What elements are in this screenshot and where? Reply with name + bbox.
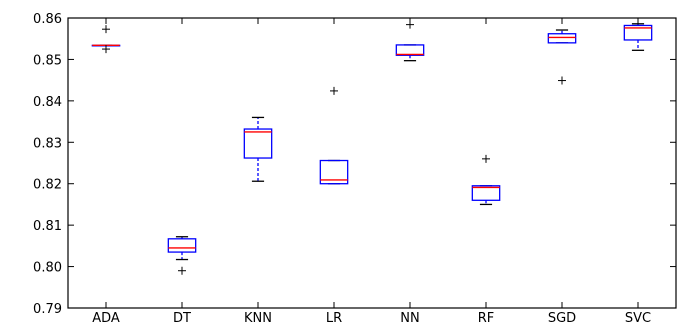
flier-point [482,154,490,163]
box-svc [623,23,653,51]
x-tick-label: RF [478,311,495,324]
axes-frame [67,17,677,309]
flier-point [558,76,566,85]
y-tick-label: 0.85 [33,53,62,68]
box-dt [167,236,197,275]
flier-point [178,266,186,275]
box-iqr [623,24,653,41]
flier-point [102,25,110,34]
box-iqr [547,33,577,44]
x-tick-label: LR [326,311,342,324]
axes: 0.79 0.80 0.81 0.82 0.83 0.84 0.85 0.86 ADA DT KNN… [33,12,677,324]
y-tick-label: 0.84 [33,95,62,110]
box-lr [319,86,349,185]
x-tick-label: KNN [244,311,272,324]
plot-area [91,20,653,275]
x-tick-label: ADA [92,311,120,324]
y-tick-label: 0.83 [33,136,62,151]
flier-point [102,45,110,54]
y-tick-label: 0.82 [33,178,62,193]
box-knn [243,116,273,182]
x-tick-label: SGD [548,311,576,324]
box-ada [91,25,121,54]
box-iqr [395,44,425,56]
box-rf [471,154,501,206]
box-iqr [167,238,197,253]
y-tick-label: 0.81 [33,219,62,234]
y-tick-label: 0.80 [33,261,62,276]
flier-point [330,86,338,95]
box-iqr [319,159,349,185]
x-tick-label: DT [173,311,191,324]
box-nn [395,20,425,62]
box-iqr [471,185,501,201]
y-tick-label: 0.86 [33,12,62,27]
x-tick-label: NN [400,311,419,324]
y-tick-label: 0.79 [33,302,62,317]
box-sgd [547,29,577,85]
x-tick-label: SVC [625,311,651,324]
box-iqr [243,128,273,159]
